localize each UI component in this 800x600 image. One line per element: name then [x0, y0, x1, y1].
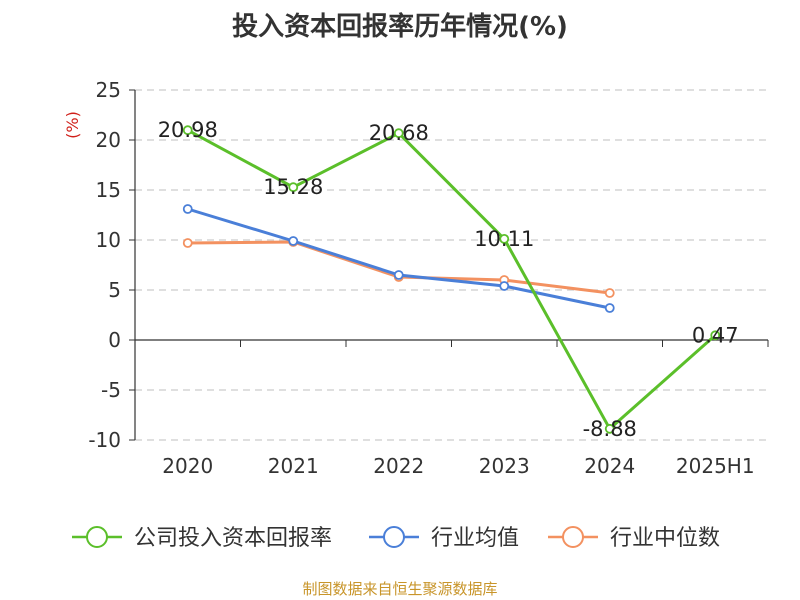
data-point [710, 330, 721, 341]
legend-label: 公司投入资本回报率 [134, 526, 332, 551]
data-point [499, 233, 510, 244]
legend-marker [383, 526, 405, 548]
y-tick-label: 10 [96, 228, 121, 252]
chart-title: 投入资本回报率历年情况(%) [232, 12, 568, 42]
y-tick-label: 0 [108, 328, 121, 352]
data-labels: 20.98 15.28 20.68 10.11 -8.88 0.47 [158, 118, 739, 441]
data-point [182, 238, 193, 248]
x-tick-label: 2020 [162, 454, 213, 478]
data-label: 20.98 [158, 118, 218, 142]
data-label: 15.28 [263, 175, 323, 199]
series-lines [182, 125, 721, 434]
data-label: 10.11 [474, 227, 534, 251]
data-point [182, 125, 193, 136]
legend-marker [86, 526, 108, 548]
legend: 公司投入资本回报率 行业均值 行业中位数 [72, 526, 720, 551]
source-note: 制图数据来自恒生聚源数据库 [302, 580, 498, 598]
data-point [288, 236, 299, 246]
y-tick-label: 15 [96, 178, 121, 202]
data-point [604, 303, 615, 313]
data-point [499, 281, 510, 291]
y-tick-label: -10 [88, 428, 121, 452]
y-axis-unit: (%) [63, 111, 82, 139]
data-point [393, 270, 404, 280]
x-tick-label: 2023 [479, 454, 530, 478]
y-tick-label: 5 [108, 278, 121, 302]
y-tick-label: 20 [96, 128, 121, 152]
data-point [604, 288, 615, 298]
legend-marker [562, 526, 584, 548]
x-tick-label: 2024 [584, 454, 635, 478]
series-line [187, 128, 717, 431]
x-tick-label: 2022 [373, 454, 424, 478]
x-tick-label: 2021 [268, 454, 319, 478]
y-tick-label: -5 [101, 378, 121, 402]
gridlines [135, 89, 768, 441]
series-line [187, 240, 610, 295]
data-label: -8.88 [583, 417, 637, 441]
legend-label: 行业均值 [431, 526, 519, 551]
legend-label: 行业中位数 [610, 526, 720, 551]
data-label: 20.68 [369, 121, 429, 145]
data-point [393, 128, 404, 139]
x-tick-label: 2025H1 [676, 454, 755, 478]
data-point [604, 423, 615, 434]
data-point [182, 204, 193, 214]
axes: 25 20 15 10 5 0 -5 -10 2020 2021 2022 2023 2024 2025H… [63, 78, 769, 478]
y-tick-label: 25 [96, 78, 121, 102]
series-line [187, 207, 611, 310]
data-label: 0.47 [692, 323, 739, 347]
data-point [288, 182, 299, 193]
